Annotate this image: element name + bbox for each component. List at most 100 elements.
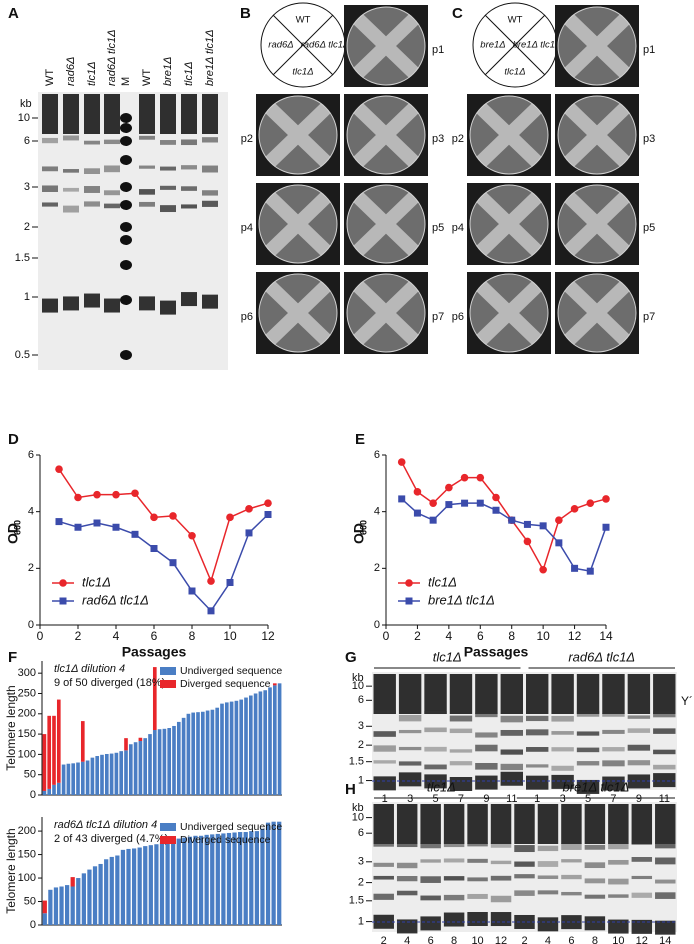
marker-band (120, 182, 132, 192)
point (445, 501, 453, 509)
bar-segment (138, 740, 143, 795)
gel-well (537, 804, 559, 844)
panel-label: B (240, 5, 251, 22)
gel-band (443, 858, 465, 863)
y-axis-title: OD (5, 523, 21, 544)
bar-segment (76, 878, 81, 925)
bar-segment (80, 721, 85, 762)
point (169, 512, 177, 520)
passage-label: p6 (241, 311, 253, 323)
legend-label: bre1Δ tlc1Δ (428, 592, 495, 607)
size-label: 3 (358, 720, 364, 732)
gel-well (443, 804, 465, 844)
lane-label: WT (44, 69, 56, 86)
gel-band (424, 710, 447, 714)
bar-segment (221, 833, 226, 925)
bar-segment (143, 846, 148, 925)
panel-label: E (355, 431, 365, 448)
sector-line (484, 14, 546, 76)
panel-label: C (452, 5, 463, 22)
gel-band (396, 919, 418, 934)
gel-band (398, 714, 422, 722)
bar-segment (42, 900, 47, 914)
point (445, 483, 453, 492)
gel-band (202, 190, 218, 196)
bar-segment (244, 697, 248, 795)
passage-label: p5 (643, 222, 655, 234)
point (188, 587, 196, 595)
bar-segment (126, 848, 131, 925)
lane-number: 6 (568, 935, 574, 944)
point (523, 520, 531, 528)
lane-number: 3 (407, 793, 413, 805)
gel-band (653, 773, 676, 788)
point (93, 490, 101, 499)
gel-well (561, 804, 582, 844)
gel-band (602, 713, 625, 717)
gel-band (514, 874, 535, 879)
y-tick-label: 50 (24, 769, 36, 781)
point (131, 530, 139, 538)
bar-segment (64, 885, 70, 925)
gel-band (63, 296, 79, 311)
gel-band (631, 875, 653, 880)
bar-segment (215, 707, 220, 795)
gel-well (424, 674, 447, 714)
point (131, 489, 139, 498)
bar-segment (157, 729, 162, 795)
y-tick-label: 0 (30, 789, 36, 801)
y-axis-title: Telomere length (4, 685, 18, 770)
bar-segment (124, 738, 128, 751)
point (74, 523, 82, 531)
legend-swatch (160, 680, 176, 688)
sector-label: bre1Δ tlc1Δ (513, 40, 562, 51)
gel-band (443, 840, 465, 848)
size-label: 1.5 (349, 895, 364, 907)
point (226, 579, 234, 586)
size-label: 6 (358, 694, 364, 706)
annotation: rad6Δ tlc1Δ dilution 4 (54, 819, 157, 831)
y-axis-title: Telomere length (4, 828, 18, 913)
growth (353, 191, 419, 257)
bar-segment (224, 702, 229, 795)
gel-band (420, 916, 441, 931)
gel (372, 672, 677, 790)
y-tick-label: 200 (18, 708, 36, 720)
gel-band (500, 729, 523, 736)
y-axis-title: OD (351, 523, 367, 544)
gel-well (373, 674, 396, 714)
bar-segment (205, 710, 210, 795)
point (226, 513, 234, 522)
lane-number: 10 (612, 935, 624, 944)
gel-well (490, 804, 512, 844)
gel-band (373, 862, 394, 867)
passage-label: p6 (452, 311, 464, 323)
marker-band (120, 295, 132, 305)
panel-label: H (345, 781, 356, 798)
size-label: 3 (358, 856, 364, 868)
bar-segment (260, 828, 265, 925)
point (429, 516, 437, 524)
point (460, 473, 469, 482)
bar-segment (104, 753, 109, 795)
gel-well (181, 94, 197, 134)
bar-segment (71, 763, 76, 795)
gel-band (602, 776, 625, 791)
point (245, 505, 253, 513)
point (586, 567, 594, 575)
gel-band (576, 731, 600, 736)
bar-segment (56, 699, 61, 783)
gel-band (104, 298, 120, 313)
gel-band (424, 774, 447, 789)
gel-band (475, 732, 498, 738)
gel-band (160, 185, 176, 190)
bar-segment (52, 784, 56, 795)
growth (476, 191, 542, 257)
gel-band (526, 747, 549, 752)
gel-band (631, 857, 653, 862)
y-tick-label: 300 (18, 667, 36, 679)
point (207, 607, 215, 615)
gel-band (160, 205, 176, 213)
gel-band (139, 201, 155, 207)
gel-band (551, 765, 574, 771)
